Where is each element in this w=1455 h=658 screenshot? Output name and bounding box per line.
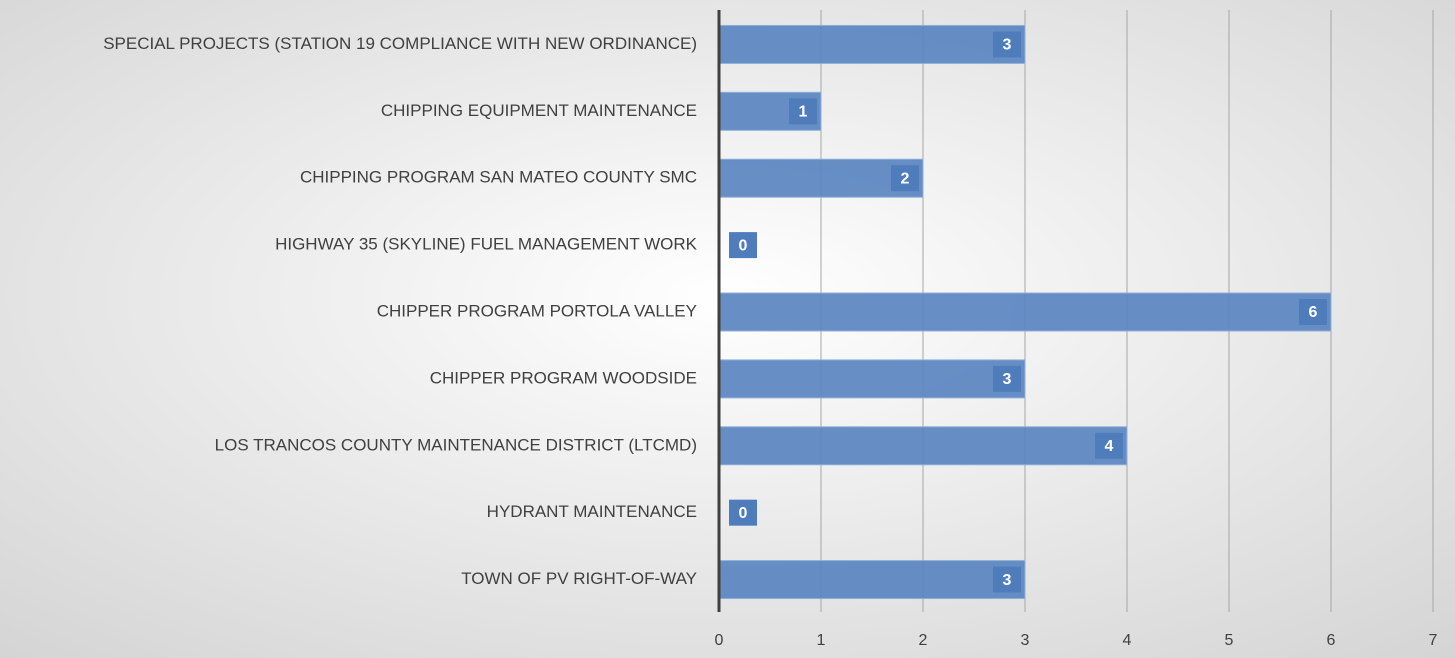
- bar: [718, 560, 1026, 600]
- data-label: 6: [1309, 304, 1318, 321]
- y-tick-label: CHIPPER PROGRAM PORTOLA VALLEY: [377, 301, 697, 320]
- y-tick-label: LOS TRANCOS COUNTY MAINTENANCE DISTRICT …: [215, 435, 697, 454]
- data-label: 3: [1003, 37, 1012, 54]
- data-label: 2: [901, 170, 910, 187]
- data-label: 3: [1003, 371, 1012, 388]
- x-tick-label: 3: [1021, 632, 1030, 649]
- data-label: 4: [1105, 438, 1114, 455]
- x-tick-label: 6: [1327, 632, 1336, 649]
- y-tick-label: HIGHWAY 35 (SKYLINE) FUEL MANAGEMENT WOR…: [275, 235, 698, 254]
- y-tick-label: CHIPPING EQUIPMENT MAINTENANCE: [381, 101, 697, 120]
- x-tick-label: 1: [817, 632, 826, 649]
- y-tick-label: CHIPPING PROGRAM SAN MATEO COUNTY SMC: [300, 168, 697, 187]
- x-tick-label: 5: [1225, 632, 1234, 649]
- x-tick-label: 0: [715, 632, 724, 649]
- bar: [718, 359, 1026, 399]
- y-tick-label: SPECIAL PROJECTS (STATION 19 COMPLIANCE …: [103, 34, 697, 53]
- data-label-box: [1095, 432, 1123, 459]
- bar: [718, 292, 1332, 332]
- data-label: 0: [739, 237, 748, 254]
- x-tick-label: 2: [919, 632, 928, 649]
- data-label-box: [1299, 299, 1327, 325]
- data-label-box: [993, 365, 1021, 392]
- data-label-box: [993, 31, 1021, 58]
- data-label-box: [729, 499, 757, 526]
- data-label-box: [993, 566, 1021, 593]
- x-tick-label: 4: [1123, 632, 1132, 649]
- data-label: 0: [739, 505, 748, 522]
- bar: [718, 24, 1026, 64]
- data-label: 1: [799, 104, 808, 121]
- bar: [718, 426, 1128, 466]
- data-label-box: [729, 232, 757, 259]
- y-tick-label: HYDRANT MAINTENANCE: [487, 502, 697, 521]
- data-label-box: [891, 165, 919, 192]
- y-tick-label: TOWN OF PV RIGHT-OF-WAY: [461, 569, 697, 588]
- data-label-box: [789, 98, 817, 125]
- x-tick-label: 7: [1429, 632, 1438, 649]
- y-tick-label: CHIPPER PROGRAM WOODSIDE: [430, 368, 697, 387]
- data-label: 3: [1003, 572, 1012, 589]
